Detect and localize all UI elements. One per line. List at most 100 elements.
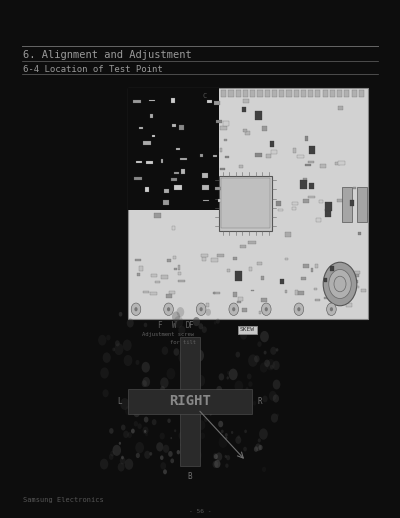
Circle shape	[270, 365, 273, 369]
Bar	[240, 244, 246, 248]
Bar	[234, 311, 236, 314]
Bar	[360, 213, 367, 218]
Bar	[301, 90, 306, 97]
Bar	[201, 253, 208, 257]
Bar	[236, 207, 240, 211]
Bar	[316, 298, 320, 301]
Circle shape	[209, 412, 212, 415]
Bar	[309, 146, 315, 154]
Text: B: B	[188, 472, 192, 481]
Bar	[236, 90, 241, 97]
Circle shape	[124, 355, 132, 366]
Bar	[322, 90, 328, 97]
Bar	[319, 200, 323, 203]
Bar	[358, 232, 360, 236]
Circle shape	[119, 312, 122, 316]
Bar	[271, 150, 278, 154]
Bar	[202, 173, 208, 178]
Circle shape	[112, 445, 121, 456]
Circle shape	[262, 303, 271, 315]
Bar	[202, 185, 208, 190]
Bar	[295, 291, 298, 295]
Bar	[353, 286, 359, 289]
Bar	[303, 199, 309, 203]
Bar	[324, 278, 327, 282]
Circle shape	[102, 390, 109, 397]
Bar	[242, 308, 246, 312]
Circle shape	[276, 413, 279, 417]
Circle shape	[240, 330, 247, 340]
Bar	[354, 270, 360, 275]
Circle shape	[236, 352, 240, 357]
Bar	[221, 178, 270, 228]
Circle shape	[265, 307, 268, 311]
Circle shape	[136, 453, 140, 458]
Bar	[161, 275, 168, 280]
Circle shape	[254, 447, 258, 452]
Bar	[135, 259, 141, 261]
Circle shape	[254, 355, 260, 363]
Circle shape	[160, 386, 165, 392]
Bar	[248, 241, 256, 243]
Bar	[150, 114, 153, 118]
Bar	[212, 154, 216, 157]
Bar	[139, 127, 143, 129]
Circle shape	[144, 323, 147, 327]
Bar	[255, 111, 262, 120]
Bar	[174, 268, 177, 270]
Bar	[342, 187, 352, 222]
Circle shape	[206, 309, 211, 316]
Bar	[325, 202, 332, 210]
Bar	[353, 273, 359, 277]
Bar	[179, 125, 184, 130]
Bar	[330, 266, 334, 271]
Circle shape	[198, 323, 203, 329]
Bar	[250, 90, 255, 97]
Bar	[308, 196, 315, 198]
Circle shape	[103, 352, 111, 363]
Circle shape	[149, 452, 152, 456]
Bar	[320, 164, 326, 168]
Bar	[293, 149, 296, 153]
Bar	[276, 202, 281, 206]
Text: F  W  D: F W D	[158, 321, 190, 330]
Circle shape	[127, 319, 134, 327]
Circle shape	[148, 409, 151, 414]
Circle shape	[196, 375, 205, 386]
Bar	[136, 161, 142, 163]
Bar	[359, 90, 364, 97]
Bar	[212, 258, 218, 263]
Circle shape	[167, 307, 170, 311]
Circle shape	[160, 455, 164, 460]
Bar	[251, 290, 254, 292]
Circle shape	[163, 469, 167, 474]
Bar	[144, 291, 149, 293]
Circle shape	[234, 381, 243, 392]
Bar	[304, 178, 306, 182]
Bar	[278, 209, 282, 211]
Bar	[262, 126, 267, 131]
Circle shape	[227, 371, 230, 375]
Circle shape	[142, 397, 148, 406]
Circle shape	[167, 407, 170, 411]
Text: for tilt: for tilt	[170, 340, 196, 346]
Circle shape	[142, 426, 148, 434]
Circle shape	[136, 360, 140, 365]
Bar	[202, 199, 209, 202]
Bar	[303, 264, 309, 268]
Circle shape	[204, 418, 207, 422]
Bar	[285, 258, 288, 260]
Circle shape	[243, 447, 247, 452]
Circle shape	[264, 359, 270, 367]
Bar	[137, 273, 140, 276]
Circle shape	[214, 321, 216, 325]
Text: SKEW: SKEW	[240, 327, 255, 333]
Bar	[164, 189, 169, 193]
Bar	[292, 202, 298, 205]
Circle shape	[121, 425, 126, 430]
Bar	[254, 153, 262, 157]
Bar	[352, 90, 357, 97]
Bar	[152, 135, 156, 137]
Circle shape	[294, 303, 304, 315]
Bar	[239, 165, 244, 167]
